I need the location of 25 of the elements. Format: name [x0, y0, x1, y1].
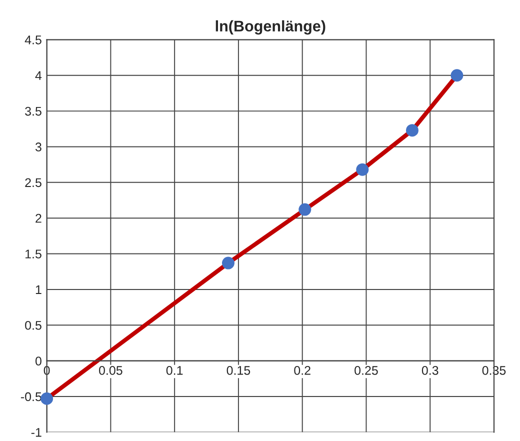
x-tick-label: 0.25: [354, 366, 378, 375]
y-tick-label: -1: [31, 428, 42, 437]
point: [222, 256, 234, 270]
point: [298, 203, 312, 216]
y-tick-label: 3: [35, 142, 42, 152]
x-tick-label: 0.1: [166, 366, 183, 375]
x-tick-label: 0.3: [422, 366, 438, 375]
y-tick-label: 1: [36, 285, 42, 294]
point: [450, 69, 464, 82]
y-tick-label: 3.5: [25, 106, 42, 116]
y-tick-label: 1.5: [26, 250, 42, 258]
y-tick-label: 0: [35, 356, 42, 366]
y-tick-label: 2.5: [25, 178, 42, 188]
y-tick-label: -0.5: [20, 392, 42, 402]
point: [356, 163, 369, 176]
x-tick-label: 0.15: [226, 366, 250, 375]
x-tick-label: 0.2: [294, 366, 310, 375]
y-tick-label: 0.5: [25, 320, 42, 330]
point: [406, 124, 418, 137]
chart-title: ln(Bogenlänge): [216, 20, 326, 35]
y-tick-label: 4.5: [24, 36, 42, 44]
x-tick-label: 0.05: [99, 366, 122, 375]
y-tick-label: 4: [35, 71, 42, 80]
point: [40, 392, 54, 405]
y-tick-label: 2: [36, 214, 42, 223]
